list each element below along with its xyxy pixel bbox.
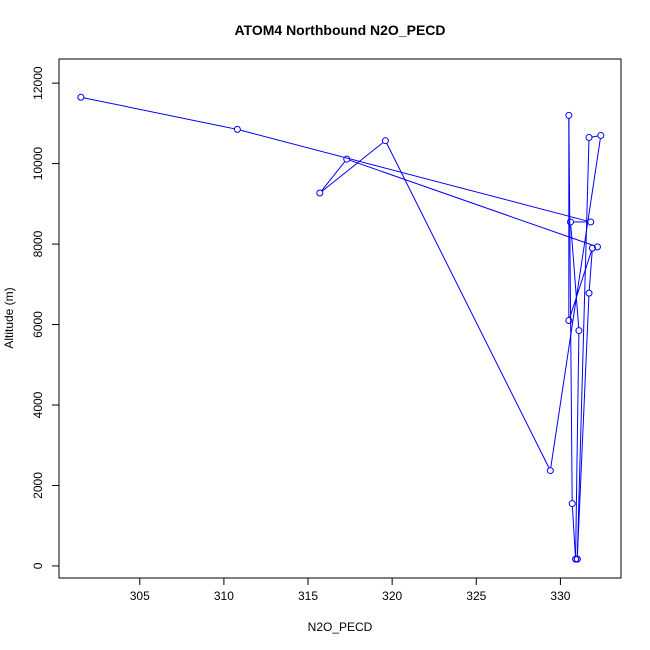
series-segment xyxy=(240,129,588,222)
series-segment xyxy=(83,97,235,130)
series-segment xyxy=(570,224,580,328)
data-point xyxy=(585,133,593,141)
series-segment xyxy=(591,135,598,138)
data-point xyxy=(565,111,573,119)
series-segment xyxy=(576,140,590,557)
y-axis-label: Altitude (m) xyxy=(2,287,16,348)
y-tick-label: 10000 xyxy=(31,147,45,181)
series-segment xyxy=(569,250,592,318)
data-point xyxy=(575,327,583,335)
series-segment xyxy=(349,159,595,247)
series-segment xyxy=(571,506,576,557)
series-segment xyxy=(550,138,601,468)
data-point xyxy=(588,244,596,252)
data-point xyxy=(546,467,554,475)
series-segment xyxy=(575,333,580,557)
series-segment xyxy=(386,143,550,469)
x-tick-label: 330 xyxy=(550,589,570,603)
x-axis-label: N2O_PECD xyxy=(308,620,373,634)
y-tick-label: 12000 xyxy=(31,66,45,100)
data-point xyxy=(233,125,241,133)
y-tick-label: 8000 xyxy=(31,230,45,257)
data-point xyxy=(597,131,605,139)
y-tick-label: 4000 xyxy=(31,391,45,418)
series-segment xyxy=(568,118,573,501)
data-point xyxy=(587,218,595,226)
x-axis: 305 310 315 320 325 330 xyxy=(130,577,571,603)
data-point xyxy=(593,243,601,251)
y-tick-label: 6000 xyxy=(31,311,45,338)
x-tick-label: 310 xyxy=(214,589,234,603)
data-point xyxy=(573,555,581,563)
data-point xyxy=(568,500,576,508)
x-tick-label: 315 xyxy=(298,589,318,603)
series-segment xyxy=(576,296,590,557)
series-points xyxy=(77,93,605,563)
data-point xyxy=(316,189,324,197)
data-point xyxy=(343,155,351,163)
data-point xyxy=(567,218,575,226)
x-tick-label: 320 xyxy=(382,589,402,603)
series-segment xyxy=(321,161,346,191)
x-tick-label: 305 xyxy=(130,589,150,603)
data-point xyxy=(77,93,85,101)
series-segment xyxy=(588,251,593,291)
y-tick-label: 2000 xyxy=(31,472,45,499)
chart-title: ATOM4 Northbound N2O_PECD xyxy=(234,22,445,38)
y-tick-label: 0 xyxy=(31,562,45,569)
x-tick-label: 325 xyxy=(466,589,486,603)
series-segment xyxy=(321,142,384,192)
y-axis: 0 2000 4000 6000 8000 10000 12000 xyxy=(31,66,60,569)
data-point xyxy=(565,317,573,325)
data-point xyxy=(381,137,389,145)
data-point xyxy=(585,289,593,297)
series-line xyxy=(83,97,601,557)
